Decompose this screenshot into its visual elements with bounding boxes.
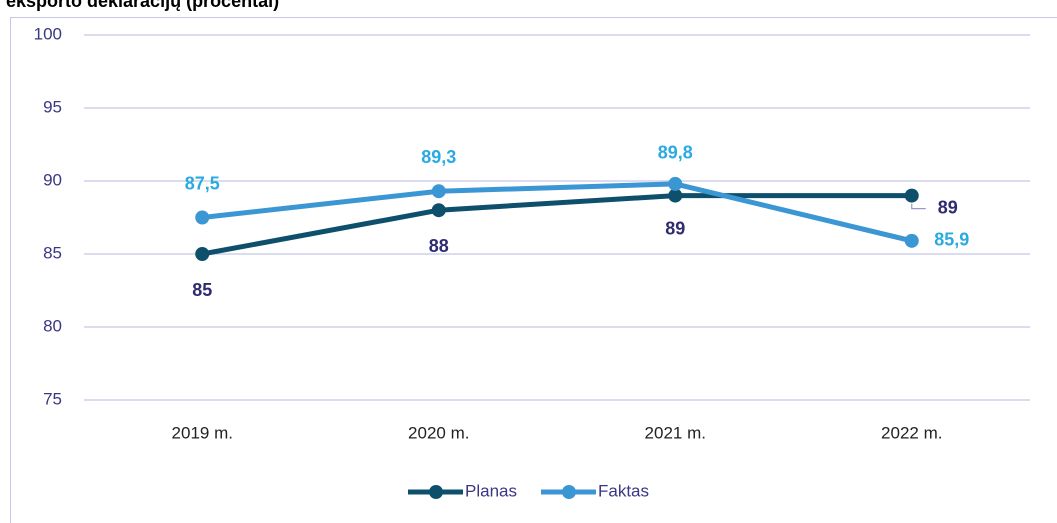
point-marker [431,184,446,199]
data-label: 89,3 [421,147,456,167]
y-tick-label: 75 [43,389,62,408]
data-label: 89 [665,218,685,238]
legend-label: Planas [465,481,517,500]
x-tick-label: 2019 m. [172,423,233,442]
point-marker [904,188,919,203]
data-label: 87,5 [185,173,220,193]
y-tick-label: 85 [43,243,62,262]
point-marker [195,247,210,261]
data-label: 89 [938,197,958,217]
point-marker [195,210,210,225]
legend-marker [561,485,576,499]
x-tick-label: 2020 m. [408,423,469,442]
x-tick-label: 2022 m. [881,423,942,442]
point-marker [904,233,919,248]
x-tick-label: 2021 m. [645,423,706,442]
point-marker [668,188,683,203]
leader-line [911,203,926,210]
chart-border [10,17,1057,523]
y-tick-label: 80 [43,316,62,335]
data-label: 85,9 [934,230,969,250]
legend-marker [429,485,443,499]
legend-label: Faktas [598,481,649,500]
series-line [201,193,912,257]
y-tick-label: 100 [34,24,62,43]
point-marker [668,176,683,191]
data-label: 85 [192,280,212,300]
y-tick-label: 90 [43,170,62,189]
data-label: 89,8 [658,143,693,163]
y-tick-label: 95 [43,97,62,116]
data-label: 88 [429,236,449,256]
series-line [201,181,913,244]
chart-title: eksporto deklaracijų (procentai) [6,0,279,11]
point-marker [431,203,446,218]
